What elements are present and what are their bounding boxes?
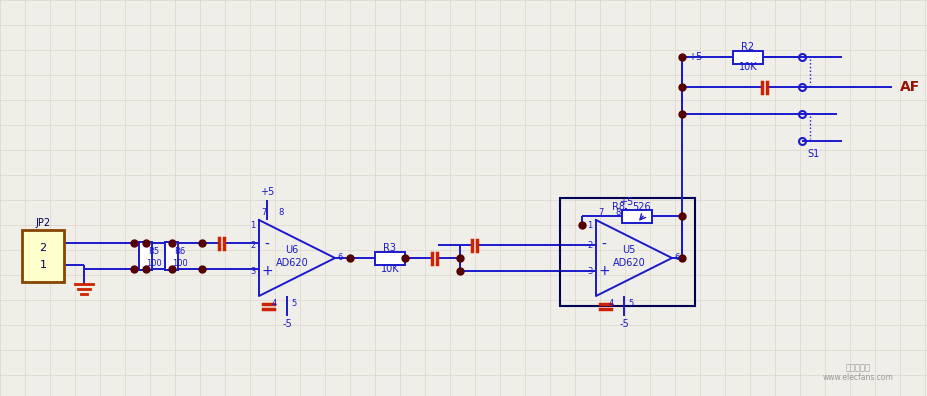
Text: 7: 7 bbox=[261, 208, 267, 217]
Text: U5: U5 bbox=[622, 245, 636, 255]
Text: +5: +5 bbox=[688, 52, 702, 62]
Text: 电子发烧友: 电子发烧友 bbox=[845, 364, 870, 373]
Bar bbox=[22, 230, 64, 282]
Bar bbox=[622, 209, 652, 223]
Text: +5: +5 bbox=[619, 197, 633, 207]
Text: 2: 2 bbox=[250, 240, 256, 249]
Text: -: - bbox=[602, 238, 606, 252]
Text: 6: 6 bbox=[337, 253, 343, 263]
Text: 6: 6 bbox=[674, 253, 679, 263]
Text: R2: R2 bbox=[742, 42, 755, 52]
Text: +5: +5 bbox=[260, 187, 274, 197]
Text: 2: 2 bbox=[40, 243, 46, 253]
Text: -5: -5 bbox=[619, 319, 629, 329]
Text: 2: 2 bbox=[588, 240, 592, 249]
Text: R3: R3 bbox=[384, 243, 397, 253]
Text: 5: 5 bbox=[291, 299, 297, 308]
Text: AD620: AD620 bbox=[275, 258, 309, 268]
Text: 10K: 10K bbox=[739, 62, 757, 72]
Text: S1: S1 bbox=[807, 149, 819, 159]
Text: 3: 3 bbox=[250, 267, 256, 276]
Text: -5: -5 bbox=[282, 319, 292, 329]
Text: JP2: JP2 bbox=[35, 218, 51, 228]
Bar bbox=[733, 51, 763, 63]
Text: 4: 4 bbox=[272, 299, 276, 308]
Bar bbox=[139, 242, 153, 270]
Text: 10K: 10K bbox=[381, 264, 400, 274]
Text: 100: 100 bbox=[172, 259, 188, 268]
Text: R5: R5 bbox=[148, 246, 159, 255]
Text: 4: 4 bbox=[608, 299, 614, 308]
Bar bbox=[166, 242, 179, 270]
Text: 5: 5 bbox=[629, 299, 634, 308]
Text: 1: 1 bbox=[250, 221, 256, 230]
Text: 100: 100 bbox=[146, 259, 162, 268]
Text: +: + bbox=[598, 264, 610, 278]
Text: -: - bbox=[264, 238, 270, 252]
Text: 1: 1 bbox=[588, 221, 592, 230]
Text: 3: 3 bbox=[588, 267, 592, 276]
Text: AF: AF bbox=[900, 80, 921, 94]
Text: AD620: AD620 bbox=[613, 258, 645, 268]
Text: R6: R6 bbox=[174, 246, 185, 255]
Text: 7: 7 bbox=[598, 208, 603, 217]
Text: 8: 8 bbox=[278, 208, 284, 217]
Text: 1: 1 bbox=[40, 260, 46, 270]
Text: +: + bbox=[261, 264, 273, 278]
Bar bbox=[560, 198, 695, 306]
Text: 8: 8 bbox=[616, 208, 621, 217]
Text: R8: R8 bbox=[613, 202, 626, 212]
Bar bbox=[375, 251, 405, 265]
Text: U6: U6 bbox=[286, 245, 298, 255]
Text: www.elecfans.com: www.elecfans.com bbox=[822, 373, 894, 383]
Text: 526: 526 bbox=[633, 202, 652, 212]
